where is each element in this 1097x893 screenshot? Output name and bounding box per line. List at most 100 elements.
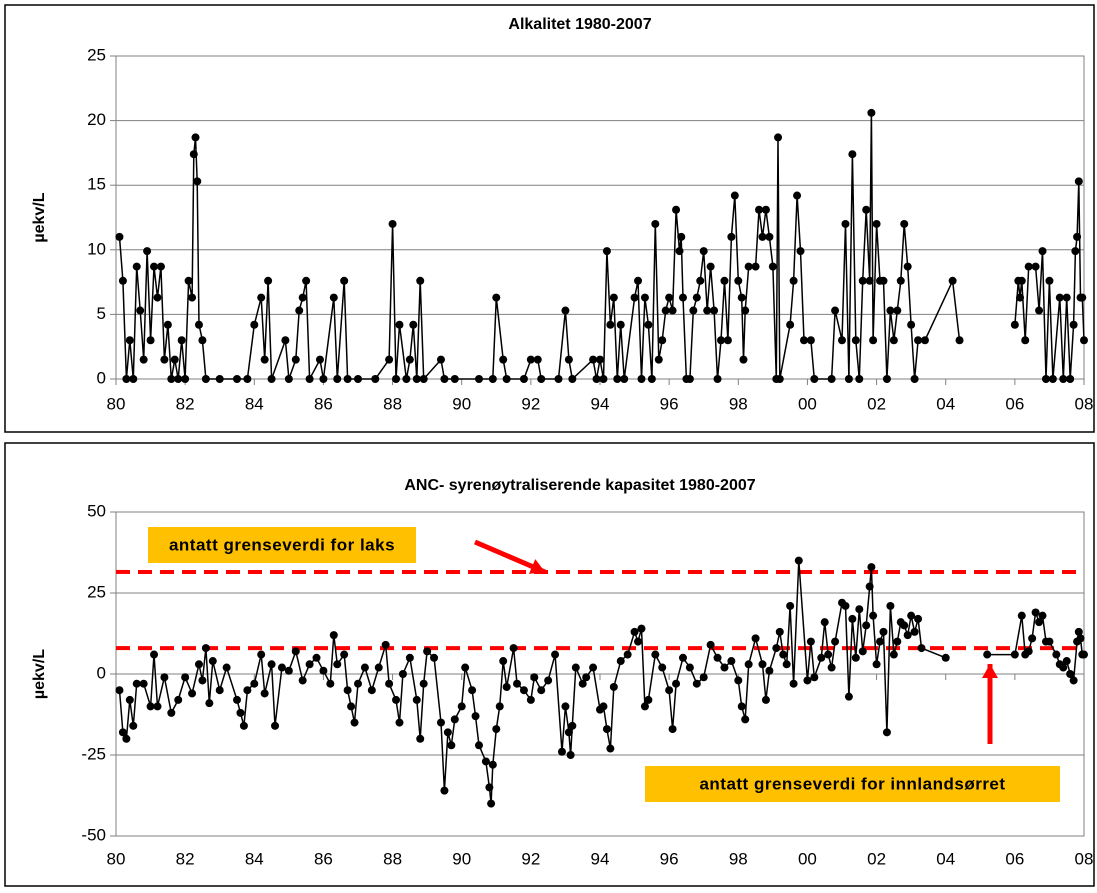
data-point [174,375,183,383]
data-point [564,728,573,737]
data-point [914,336,923,345]
data-point [658,336,667,345]
data-point [910,375,919,383]
data-point [903,262,912,271]
data-point [1035,618,1044,627]
x-tick-label: 82 [176,394,195,413]
data-point [264,276,273,285]
y-tick-label: 10 [87,239,106,258]
data-point [865,582,874,591]
data-point [502,375,511,383]
data-point [564,355,573,364]
data-point [744,262,753,271]
y-tick-label: 0 [97,368,106,387]
y-axis-label: µekv/L [31,649,48,699]
data-point [215,375,224,383]
data-point [789,679,798,688]
data-point [492,293,501,302]
data-point [122,375,131,383]
data-point [737,702,746,711]
data-point [634,276,643,285]
data-point [170,355,179,364]
data-point [1024,262,1033,271]
data-point [755,205,764,214]
data-point [450,715,459,724]
data-point [412,695,421,704]
data-point [201,375,210,383]
data-point [889,650,898,659]
x-tick-label: 80 [107,849,126,868]
data-point [243,686,252,695]
data-point [402,375,411,383]
data-point [772,644,781,653]
data-point [492,725,501,734]
data-point [1010,320,1019,329]
data-point [789,276,798,285]
data-point [233,375,241,383]
data-point [685,663,694,672]
data-point [284,375,293,383]
x-tick-label: 86 [314,394,333,413]
data-point [530,673,539,682]
chart-frame [4,4,1095,433]
data-point [551,650,560,659]
data-point [475,741,483,750]
data-point [761,205,770,214]
data-point [692,293,701,302]
data-point [920,336,929,345]
y-tick-label: 5 [97,304,106,323]
data-point [817,653,826,662]
data-point [405,653,414,662]
data-point [115,232,124,241]
data-point [699,247,708,256]
data-point [561,702,570,711]
data-point [257,650,266,659]
data-point [436,718,445,727]
data-point [727,232,736,241]
data-point [1028,634,1037,643]
data-point [848,614,857,623]
data-point [1035,306,1044,315]
data-point [806,336,815,345]
data-point [118,276,127,285]
data-point [488,760,497,769]
data-point [1078,293,1087,302]
data-point [125,695,134,704]
data-point [350,718,359,727]
chart-title: ANC- syrenøytraliserende kapasitet 1980-… [404,477,755,494]
data-point [193,177,202,186]
data-point [416,734,425,743]
data-point [1038,611,1047,620]
data-point [955,336,964,345]
data-point [153,293,162,302]
data-point [267,375,276,383]
data-point [786,320,795,329]
data-point [775,375,784,383]
chart-title: Alkalitet 1980-2007 [508,16,651,33]
data-point [706,640,715,649]
arrow-head [982,664,998,678]
data-point [291,647,300,656]
data-point [1021,336,1030,345]
data-point [544,676,553,685]
x-tick-label: 02 [867,394,886,413]
data-point [1048,375,1057,383]
data-point [495,702,504,711]
data-point [602,725,611,734]
data-point [513,679,522,688]
data-point [271,721,280,730]
data-point [1055,293,1064,302]
data-point [1069,320,1078,329]
data-point [405,355,414,364]
data-point [879,276,888,285]
data-point [1080,650,1088,659]
data-point [457,702,466,711]
data-point [858,647,867,656]
data-point [526,695,535,704]
data-point [260,355,269,364]
data-point [827,375,836,383]
data-point [571,663,580,672]
x-tick-label: 90 [452,849,471,868]
data-point [914,614,923,623]
data-point [519,686,528,695]
